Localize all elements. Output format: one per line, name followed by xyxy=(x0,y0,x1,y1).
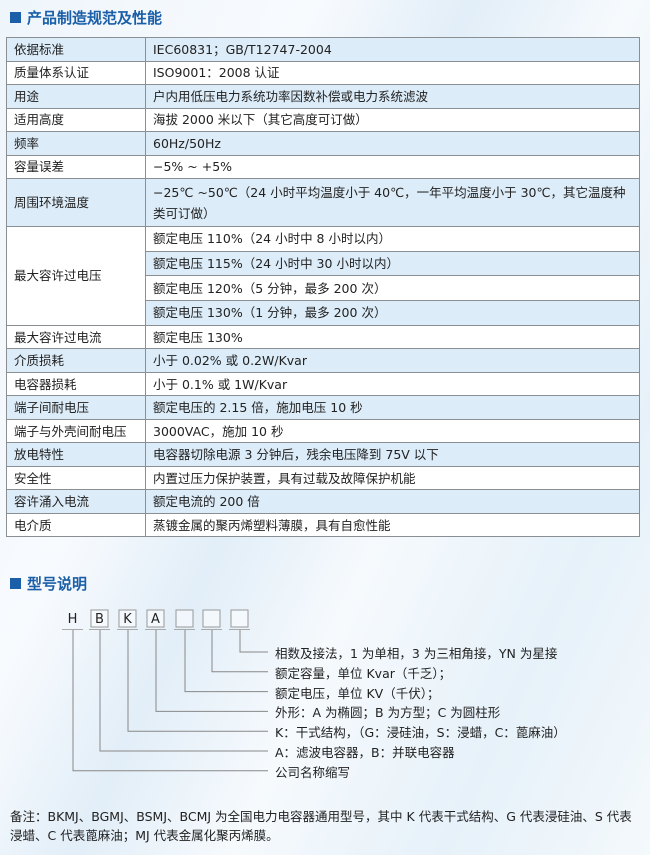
table-row: 端子间耐电压 额定电压的 2.15 倍，施加电压 10 秒 xyxy=(6,395,640,420)
model-label: 公司名称缩写 xyxy=(275,764,351,780)
row-key: 安全性 xyxy=(6,465,146,491)
model-section-title: 型号说明 xyxy=(10,573,87,594)
model-code-letter: H xyxy=(68,612,78,627)
row-value: 蒸镀金属的聚丙烯塑料薄膜，具有自愈性能 xyxy=(145,512,640,538)
model-connector-line xyxy=(211,630,268,673)
table-row: 额定电压 115%（24 小时中 30 小时以内） xyxy=(7,250,640,277)
table-row: 电介质 蒸镀金属的聚丙烯塑料薄膜，具有自愈性能 xyxy=(6,512,640,538)
model-label: 外形：A 为椭圆；B 为方型；C 为圆柱形 xyxy=(275,705,501,721)
table-row: 依据标准 IEC60831；GB/T12747-2004 xyxy=(6,37,640,62)
table-row: 容许涌入电流 额定电流的 200 倍 xyxy=(6,489,640,514)
table-row: 用途 户内用低压电力系统功率因数补偿或电力系统滤波 xyxy=(6,84,640,109)
model-connector-line xyxy=(239,630,268,653)
row-key: 介质损耗 xyxy=(6,348,146,373)
model-connector-line xyxy=(127,630,268,732)
row-key: 电容器损耗 xyxy=(6,371,146,397)
row-value: 户内用低压电力系统功率因数补偿或电力系统滤波 xyxy=(145,84,640,109)
row-key: 周围环境温度 xyxy=(6,178,146,227)
table-row: 介质损耗 小于 0.02% 或 0.2W/Kvar xyxy=(6,348,640,373)
row-key: 放电特性 xyxy=(6,442,146,467)
row-value: ISO9001：2008 认证 xyxy=(145,60,640,85)
table-row: 安全性 内置过压力保护装置，具有过载及故障保护机能 xyxy=(6,465,640,491)
model-code-box xyxy=(90,609,109,628)
table-row: 放电特性 电容器切除电源 3 分钟后，残余电压降到 75V 以下 xyxy=(6,442,640,467)
model-code-letter: K xyxy=(123,612,132,627)
model-title-text: 型号说明 xyxy=(27,575,88,593)
row-key: 最大容许过电流 xyxy=(6,324,146,350)
square-bullet-icon xyxy=(10,12,21,23)
row-value: 小于 0.02% 或 0.2W/Kvar xyxy=(145,348,640,373)
table-row: 端子与外壳间耐电压 3000VAC，施加 10 秒 xyxy=(6,418,640,444)
row-value: −25℃ ~50℃（24 小时平均温度小于 40℃，一年平均温度小于 30℃，其… xyxy=(145,178,640,227)
table-row: 额定电压 130%（1 分钟，最多 200 次） xyxy=(7,300,640,326)
spec-table: 依据标准 IEC60831；GB/T12747-2004 质量体系认证 ISO9001… xyxy=(6,37,640,538)
row-key: 容许涌入电流 xyxy=(6,489,146,514)
model-connector-line xyxy=(184,630,268,693)
note: 备注：BKMJ、BGMJ、BSMJ、BCMJ 为全国电力电容器通用型号，其中 K… xyxy=(10,809,632,843)
row-value: 额定电压 115%（24 小时中 30 小时以内） xyxy=(145,250,640,277)
table-row: 周围环境温度 −25℃ ~50℃（24 小时平均温度小于 40℃，一年平均温度小于… xyxy=(6,178,640,227)
table-row: 额定电压 120%（5 分钟，最多 200 次） xyxy=(7,275,640,302)
table-row: 频率 60Hz/50Hz xyxy=(6,131,640,156)
spec-title-text: 产品制造规范及性能 xyxy=(27,9,163,27)
row-value: 60Hz/50Hz xyxy=(145,131,640,156)
row-value: 额定电流的 200 倍 xyxy=(145,489,640,514)
row-value: 额定电压的 2.15 倍，施加电压 10 秒 xyxy=(145,395,640,420)
row-value: 内置过压力保护装置，具有过载及故障保护机能 xyxy=(145,465,640,491)
model-code-letter: A xyxy=(151,612,160,627)
model-label: K：干式结构，（G：浸硅油，S：浸蜡，C：蓖麻油） xyxy=(275,725,566,741)
model-connector-line xyxy=(72,630,268,772)
table-row: 电容器损耗 小于 0.1% 或 1W/Kvar xyxy=(6,371,640,397)
row-value: IEC60831；GB/T12747-2004 xyxy=(145,37,640,62)
row-key: 最大容许过电压 xyxy=(6,226,146,326)
row-key: 适用高度 xyxy=(6,107,146,132)
table-row: 适用高度 海拔 2000 米以下（其它高度可订做） xyxy=(6,107,640,132)
row-value: 电容器切除电源 3 分钟后，残余电压降到 75V 以下 xyxy=(145,442,640,467)
row-key: 电介质 xyxy=(6,512,146,538)
spec-section-title: 产品制造规范及性能 xyxy=(10,7,162,28)
row-value: 额定电压 110%（24 小时中 8 小时以内） xyxy=(145,226,640,252)
model-label: 额定容量，单位 Kvar（千乏）； xyxy=(275,665,452,681)
model-label: 额定电压，单位 KV（千伏）； xyxy=(275,685,440,701)
model-connector-line xyxy=(99,630,268,752)
row-value: 3000VAC，施加 10 秒 xyxy=(145,418,640,444)
model-code-box xyxy=(175,609,194,628)
model-label: A：滤波电容器，B：并联电容器 xyxy=(275,745,455,760)
model-code-letter: B xyxy=(95,612,104,627)
row-key: 用途 xyxy=(6,84,146,109)
row-value: −5% ~ +5% xyxy=(145,154,640,179)
row-key: 容量误差 xyxy=(6,154,146,179)
table-row: 最大容许过电流 额定电压 130% xyxy=(6,324,640,350)
row-value: 额定电压 130%（1 分钟，最多 200 次） xyxy=(145,300,640,326)
row-key: 频率 xyxy=(6,131,146,156)
table-row: 容量误差 −5% ~ +5% xyxy=(6,154,640,179)
model-code-box xyxy=(230,609,249,628)
model-code-box xyxy=(146,609,165,628)
model-label: 相数及接法，1 为单相，3 为三相角接，YN 为星接 xyxy=(275,646,558,661)
row-key: 端子与外壳间耐电压 xyxy=(6,418,146,444)
square-bullet-icon xyxy=(10,578,21,589)
row-key: 端子间耐电压 xyxy=(6,395,146,420)
model-code-box xyxy=(202,609,221,628)
model-connector-line xyxy=(155,630,268,712)
row-key: 依据标准 xyxy=(6,37,146,62)
row-value: 海拔 2000 米以下（其它高度可订做） xyxy=(145,107,640,132)
model-code-box xyxy=(118,609,137,628)
table-row: 最大容许过电压 额定电压 110%（24 小时中 8 小时以内） xyxy=(6,226,640,326)
table-row: 质量体系认证 ISO9001：2008 认证 xyxy=(6,60,640,85)
row-key: 质量体系认证 xyxy=(6,60,146,85)
row-value: 额定电压 130% xyxy=(145,324,640,350)
row-value: 小于 0.1% 或 1W/Kvar xyxy=(145,371,640,397)
row-value: 额定电压 120%（5 分钟，最多 200 次） xyxy=(145,275,640,302)
